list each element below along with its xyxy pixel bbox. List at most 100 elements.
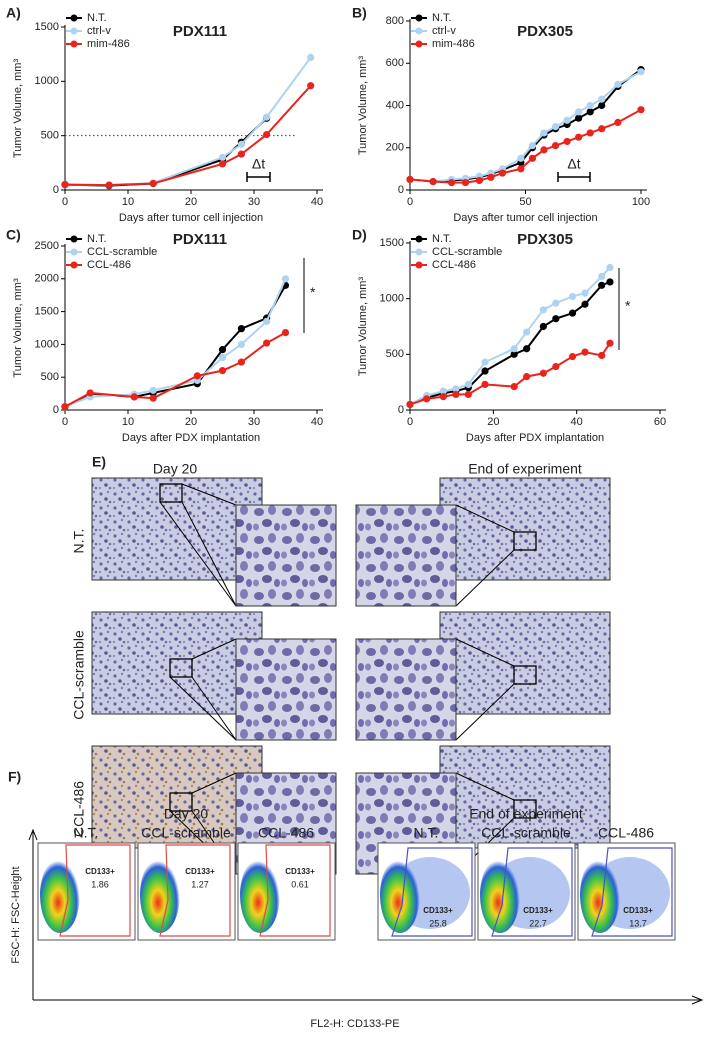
y-tick-label: 200 [386, 142, 404, 154]
data-point [528, 142, 537, 150]
data-point [149, 386, 157, 394]
bracket [246, 172, 271, 182]
data-point [307, 82, 315, 90]
data-point [539, 369, 547, 377]
micrograph [91, 745, 263, 849]
micrograph [439, 611, 611, 715]
data-point [452, 385, 460, 393]
gate-percent: 25.8 [429, 918, 447, 928]
zoom-box [169, 658, 193, 678]
data-point [218, 153, 227, 161]
data-point [406, 175, 414, 184]
legend-label: ctrl-v [432, 25, 456, 37]
data-point [606, 263, 614, 272]
data-point [307, 53, 315, 62]
data-point [598, 281, 606, 289]
y-tick-label: 1500 [380, 237, 404, 249]
legend-label: N.T. [432, 233, 452, 245]
legend-label: mim-486 [87, 38, 130, 50]
gate [491, 847, 573, 937]
row-label: CCL-486 [71, 781, 87, 837]
data-point [149, 179, 157, 188]
micrograph-zoom [235, 504, 337, 607]
legend-label: mim-486 [432, 38, 475, 50]
y-tick-label: 500 [41, 371, 59, 383]
bracket [557, 172, 591, 182]
x-tick-label: 20 [487, 416, 499, 428]
x-tick-label: 50 [519, 196, 531, 208]
data-point [606, 339, 614, 347]
data-point [551, 123, 560, 131]
series-line [409, 342, 611, 406]
x-axis-label: Days after PDX implantation [466, 432, 604, 444]
flow-density [40, 857, 80, 933]
micrograph-zoom [355, 638, 457, 741]
series-line [64, 284, 287, 408]
legend-marker [70, 261, 78, 269]
data-point [586, 101, 594, 110]
y-tick-label: 1000 [35, 75, 59, 87]
y-axis-label: FSC-H: FSC-Height [10, 866, 22, 963]
data-point [581, 300, 589, 308]
legend-marker [70, 14, 78, 22]
annotation: Δt [567, 156, 580, 172]
zoom-lines [159, 483, 237, 607]
data-point [523, 328, 531, 336]
x-tick-label: 10 [122, 196, 134, 208]
legend-marker [70, 40, 78, 48]
group-title: End of experiment [469, 806, 583, 822]
data-point [568, 292, 577, 301]
panel-label: F) [8, 769, 21, 785]
column-label: Day 20 [153, 461, 198, 477]
plot-label: N.T. [74, 825, 99, 841]
data-point [575, 108, 583, 116]
gate-percent: 0.61 [291, 879, 309, 889]
zoom-box [513, 799, 537, 819]
data-point [452, 390, 460, 399]
x-axis-arrow [33, 995, 704, 1005]
y-tick-label: 2000 [35, 273, 59, 285]
data-point [510, 350, 518, 358]
data-point [464, 390, 472, 399]
data-point [523, 345, 531, 353]
legend-marker [70, 248, 78, 256]
data-point [237, 140, 245, 148]
x-tick-label: 0 [62, 196, 68, 208]
data-point [193, 372, 201, 380]
legend-label: CCL-scramble [87, 246, 157, 258]
data-point [149, 394, 157, 402]
x-tick-label: 30 [248, 416, 260, 428]
y-tick-label: 1500 [35, 21, 59, 33]
data-point [517, 154, 525, 162]
chart-title: PDX305 [517, 23, 573, 40]
data-point [563, 116, 571, 124]
flow-density [380, 857, 420, 933]
y-tick-label: 2500 [35, 240, 59, 252]
data-point [575, 114, 583, 122]
data-point [218, 346, 227, 354]
gate-label: CD133+ [285, 867, 315, 876]
data-point [586, 129, 594, 137]
annotation: * [310, 284, 316, 300]
x-tick-label: 0 [407, 416, 413, 428]
data-point [540, 129, 548, 137]
legend-marker [70, 235, 78, 243]
annotation: * [625, 298, 631, 314]
gate-label: CD133+ [85, 867, 115, 876]
legend-marker [415, 248, 423, 256]
y-tick-label: 1000 [35, 338, 59, 350]
x-tick-label: 60 [654, 416, 666, 428]
data-point [475, 176, 483, 185]
data-point [281, 328, 290, 337]
y-axis-label: Tumor Volume, mm³ [357, 56, 369, 156]
zoom-lines [455, 504, 515, 607]
gate-percent: 1.86 [91, 879, 109, 889]
y-tick-label: 800 [386, 15, 404, 27]
zoom-box [159, 483, 183, 503]
gate [259, 844, 331, 937]
data-point [598, 95, 606, 103]
data-point [263, 130, 271, 139]
data-point [464, 380, 472, 388]
zoom-box [169, 792, 193, 812]
